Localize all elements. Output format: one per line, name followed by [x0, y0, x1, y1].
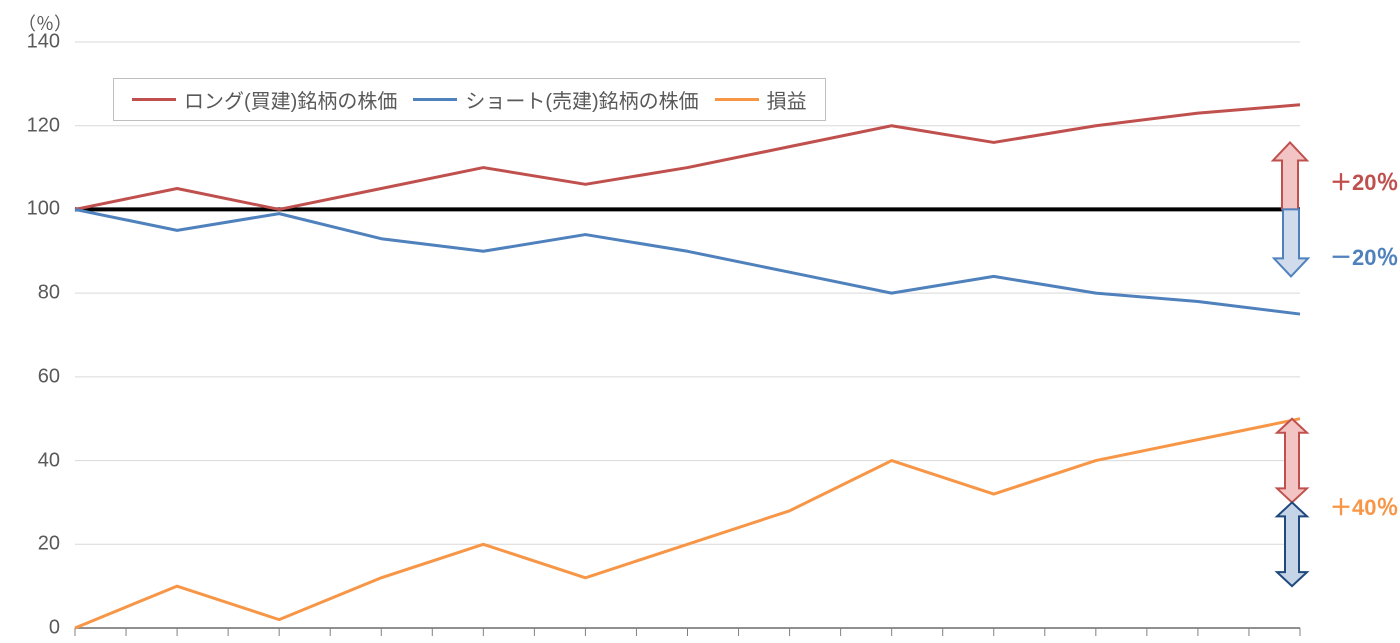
legend-item-short: ショート(売建)銘柄の株価 [413, 85, 698, 114]
y-tick-label: 20 [0, 533, 60, 556]
y-tick-label: 120 [0, 114, 60, 137]
annotation-plus20: ＋20％ [1330, 165, 1398, 197]
legend-label: 損益 [767, 85, 807, 114]
annotation-minus20: －20％ [1330, 240, 1398, 272]
legend-label: ロング(買建)銘柄の株価 [184, 85, 397, 114]
y-tick-label: 140 [0, 31, 60, 54]
y-tick-label: 0 [0, 617, 60, 640]
y-tick-label: 40 [0, 449, 60, 472]
legend-swatch [715, 98, 759, 101]
long-short-pl-chart: （％） ロング(買建)銘柄の株価ショート(売建)銘柄の株価損益 02040608… [0, 0, 1400, 643]
legend-label: ショート(売建)銘柄の株価 [465, 85, 698, 114]
legend-swatch [132, 98, 176, 101]
y-tick-label: 80 [0, 282, 60, 305]
legend: ロング(買建)銘柄の株価 ショート(売建)銘柄の株価 損益 [113, 78, 826, 121]
annotation-plus40: ＋40％ [1330, 490, 1398, 522]
y-tick-label: 60 [0, 365, 60, 388]
legend-item-long: ロング(買建)銘柄の株価 [132, 85, 397, 114]
legend-swatch [413, 98, 457, 101]
y-tick-label: 100 [0, 198, 60, 221]
legend-item-pl: 損益 [715, 85, 807, 114]
